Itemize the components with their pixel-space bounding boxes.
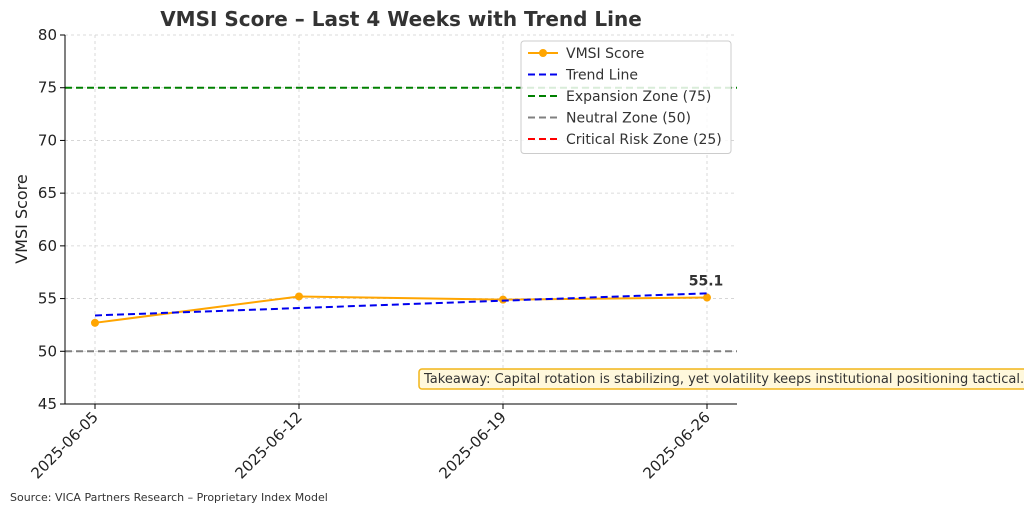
y-tick-label: 65 (38, 184, 57, 202)
x-tick-label: 2025-06-19 (435, 408, 509, 482)
y-axis-label: VMSI Score (12, 174, 31, 264)
x-tick-label: 2025-06-26 (639, 408, 713, 482)
chart-title: VMSI Score – Last 4 Weeks with Trend Lin… (160, 7, 642, 31)
y-tick-label: 60 (38, 237, 57, 255)
x-tick-label: 2025-06-12 (231, 408, 305, 482)
series-line (94, 292, 708, 317)
x-tick-label: 2025-06-05 (27, 408, 101, 482)
legend-label: Expansion Zone (75) (566, 89, 711, 105)
legend: VMSI Score Trend Line Expansion Zone (75) N… (520, 40, 732, 154)
annotation-text: Takeaway: Capital rotation is stabilizin… (423, 372, 1024, 387)
legend-label: VMSI Score (566, 46, 644, 62)
legend-label: Trend Line (565, 68, 638, 84)
legend-label: Neutral Zone (50) (566, 111, 691, 127)
axes (64, 35, 737, 405)
last-value-label: 55.1 (689, 274, 724, 290)
annotation-box (418, 368, 1024, 390)
takeaway-annotation: Takeaway: Capital rotation is stabilizin… (418, 368, 1024, 390)
y-tick-label: 70 (38, 131, 57, 149)
series-line (94, 295, 708, 324)
y-tick-label: 55 (38, 290, 57, 308)
y-tick-label: 80 (38, 26, 57, 44)
legend-label: Critical Risk Zone (25) (566, 132, 722, 148)
series (91, 292, 711, 327)
legend-box (520, 40, 732, 154)
y-tick-label: 50 (38, 342, 57, 360)
y-tick-label: 45 (38, 395, 57, 413)
data-point (295, 292, 303, 301)
data-point (703, 293, 711, 302)
reference-lines (65, 86, 737, 353)
source-note: Source: VICA Partners Research – Proprie… (10, 491, 328, 504)
data-point (499, 295, 507, 304)
legend-marker (539, 49, 547, 57)
data-point (91, 318, 99, 327)
y-tick-label: 75 (38, 79, 57, 97)
